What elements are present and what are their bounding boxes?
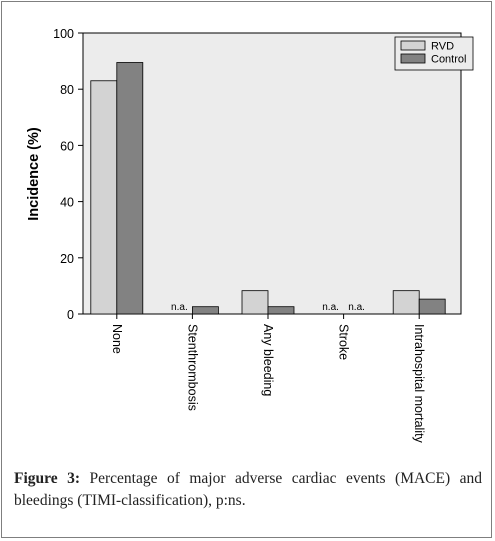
- bar-rvd: [90, 80, 118, 315]
- x-tick-label: None: [110, 324, 124, 354]
- y-tick-label: 0: [67, 308, 74, 322]
- legend-label-rvd: RVD: [431, 41, 454, 53]
- legend-swatch-rvd: [400, 40, 426, 51]
- x-tick-label: Stenthrombosis: [185, 324, 199, 411]
- figure-caption: Figure 3: Percentage of major adverse ca…: [14, 468, 482, 512]
- y-axis-label: Incidence (%): [26, 127, 42, 221]
- legend-label-control: Control: [431, 54, 466, 66]
- bar-control: [116, 62, 144, 315]
- na-label: n.a.: [322, 302, 339, 313]
- legend-swatch-control: [400, 53, 426, 64]
- x-tick-label: Stroke: [337, 324, 351, 360]
- y-tick-label: 100: [53, 27, 74, 41]
- caption-label: Figure 3:: [14, 470, 81, 487]
- bar-rvd: [241, 290, 269, 315]
- na-label: n.a.: [348, 302, 365, 313]
- bar-control: [418, 298, 446, 315]
- bar-chart: 0 20 40 60 80 100 n.a. n.a. n.a. None Stenthromb…: [26, 27, 474, 444]
- caption-text: Percentage of major adverse cardiac even…: [14, 470, 482, 509]
- bar-rvd: [392, 290, 420, 315]
- plot-area: [82, 32, 462, 315]
- bar-control: [191, 306, 219, 315]
- y-tick-label: 80: [60, 83, 74, 97]
- y-tick-label: 60: [60, 139, 74, 153]
- bar-control: [267, 306, 295, 315]
- x-tick-label: Any bleeding: [261, 324, 275, 396]
- y-tick-label: 40: [60, 196, 74, 210]
- y-tick-label: 20: [60, 252, 74, 266]
- x-tick-label: Intrahospital mortality: [412, 324, 426, 444]
- na-label: n.a.: [171, 302, 188, 313]
